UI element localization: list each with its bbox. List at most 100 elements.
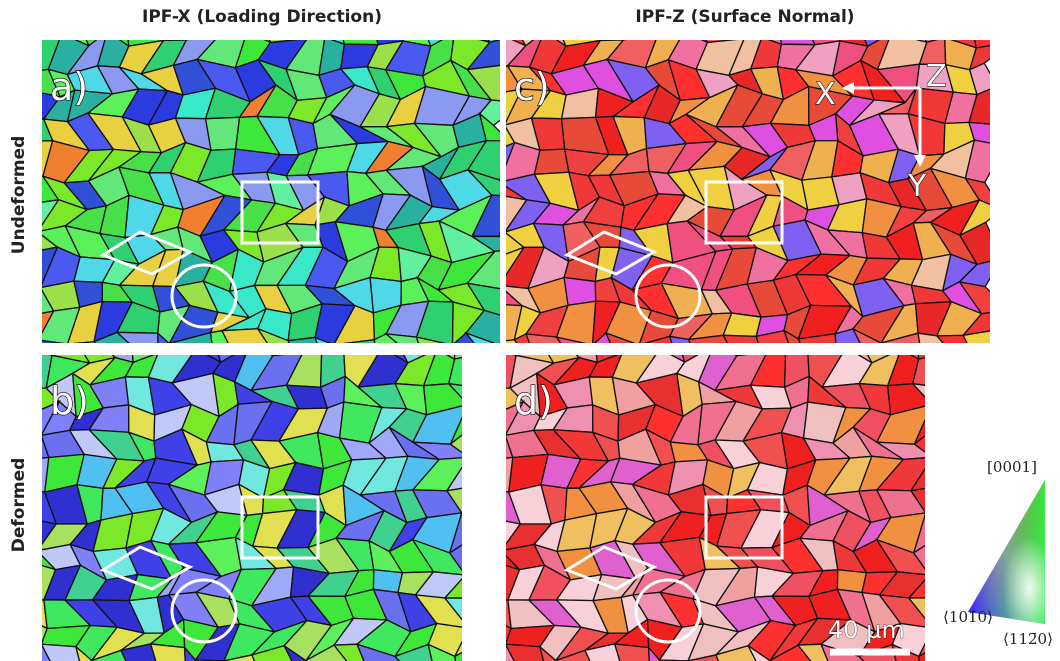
- grain: [283, 645, 308, 661]
- grain: [913, 434, 925, 453]
- grain: [924, 40, 939, 43]
- grain: [912, 513, 925, 555]
- grain: [525, 333, 562, 343]
- grain: [487, 40, 500, 43]
- grain: [478, 112, 500, 142]
- grain: [443, 597, 462, 621]
- grain: [384, 333, 419, 343]
- panel-label: c): [514, 65, 550, 109]
- grain: [553, 649, 591, 661]
- panel-label: d): [514, 379, 553, 423]
- grain: [964, 177, 990, 206]
- highlight-box: [240, 495, 320, 560]
- grain: [875, 489, 925, 519]
- column-title: IPF-X (Loading Direction): [142, 7, 382, 27]
- grain: [466, 282, 500, 316]
- grain: [183, 645, 198, 661]
- grain: [886, 383, 925, 416]
- grain: [393, 643, 433, 661]
- highlight-diamond: [563, 230, 658, 276]
- grain: [447, 356, 462, 387]
- grain: [604, 331, 636, 343]
- axis-label: Z: [926, 59, 947, 94]
- grain: [427, 40, 444, 48]
- axis-label: Y: [907, 169, 927, 204]
- grain: [149, 643, 186, 661]
- grain: [120, 643, 157, 661]
- grain: [968, 88, 990, 125]
- grain: [563, 276, 597, 307]
- grain: [42, 643, 81, 661]
- axis-indicator: X Z Y: [815, 59, 948, 205]
- grain: [506, 625, 512, 645]
- legend-label: ⟨112̄0⟩: [1003, 630, 1053, 648]
- arrow-head: [914, 155, 926, 167]
- grain: [935, 334, 968, 343]
- overlays: [99, 180, 784, 644]
- grain: [911, 357, 925, 386]
- grain: [782, 329, 801, 343]
- grain: [467, 169, 500, 197]
- grain: [538, 644, 559, 661]
- grain: [968, 121, 990, 144]
- grain: [411, 538, 462, 576]
- axis-label: X: [815, 77, 836, 112]
- grain: [157, 304, 192, 343]
- grain: [918, 652, 925, 661]
- ipf-map: [506, 40, 990, 343]
- grain: [342, 338, 376, 343]
- grain: [466, 250, 500, 290]
- grain: [469, 235, 500, 253]
- highlight-ellipse: [634, 263, 702, 329]
- grain: [478, 40, 492, 44]
- highlight-diamond: [99, 545, 194, 591]
- highlight-box: [704, 495, 784, 560]
- grain: [506, 643, 545, 661]
- grain: [613, 643, 650, 661]
- grain: [599, 40, 625, 42]
- grain: [415, 300, 454, 343]
- grain: [796, 643, 829, 661]
- grain: [907, 579, 925, 599]
- grain: [373, 333, 398, 343]
- grain: [911, 382, 925, 398]
- grain: [864, 40, 881, 48]
- panel-label: b): [50, 379, 89, 423]
- grain: [917, 332, 944, 343]
- grain: [747, 645, 772, 661]
- grain: [912, 544, 925, 570]
- grain: [115, 331, 159, 343]
- grain: [72, 341, 97, 343]
- grain: [42, 355, 53, 389]
- grain: [42, 599, 48, 630]
- grain: [878, 594, 925, 628]
- grain: [157, 331, 170, 343]
- grain: [555, 300, 597, 343]
- grain: [221, 654, 256, 661]
- grain: [722, 334, 759, 343]
- grain: [513, 333, 531, 343]
- grain: [464, 309, 500, 343]
- grain: [92, 331, 130, 343]
- grain: [449, 416, 462, 445]
- grain: [907, 597, 925, 620]
- row-label: Undeformed: [9, 136, 29, 254]
- panel-label: a): [50, 65, 88, 109]
- grain: [447, 382, 462, 399]
- grain: [755, 329, 790, 343]
- grain: [427, 643, 457, 661]
- grain: [204, 116, 241, 151]
- highlight-box: [704, 180, 784, 245]
- grain: [506, 599, 512, 630]
- grain: [584, 643, 621, 661]
- grain: [506, 339, 518, 343]
- grain: [42, 625, 48, 645]
- grain: [454, 651, 462, 661]
- grain: [74, 644, 95, 661]
- grain: [449, 434, 462, 454]
- grain: [448, 512, 462, 555]
- row-label: Deformed: [9, 458, 29, 553]
- grain: [414, 594, 462, 628]
- highlight-diamond: [99, 230, 194, 276]
